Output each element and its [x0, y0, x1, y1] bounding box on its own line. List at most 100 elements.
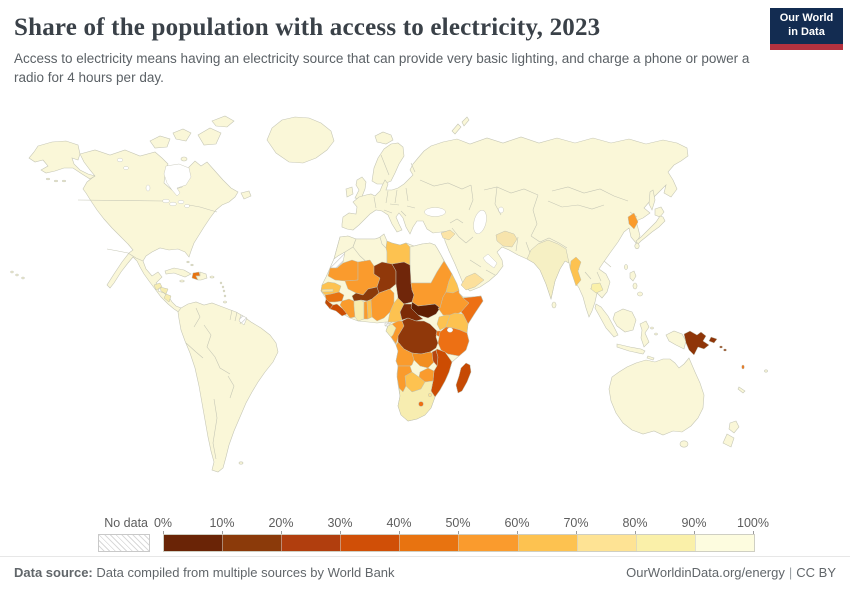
- island-hawaii[interactable]: [10, 270, 14, 274]
- license-link[interactable]: CC BY: [796, 565, 836, 580]
- country-ghana[interactable]: [353, 299, 365, 322]
- island-sulawesi[interactable]: [639, 320, 650, 348]
- country-iceland[interactable]: [374, 131, 394, 145]
- island-timor[interactable]: [646, 355, 655, 361]
- map-legend[interactable]: No data 0% 10% 20% 30% 40% 50% 60% 70% 80% 90% 100…: [0, 511, 850, 555]
- island-west-papua[interactable]: [665, 330, 687, 350]
- legend-bin-swatch[interactable]: [399, 535, 459, 551]
- country-ivory-coast[interactable]: [339, 298, 356, 319]
- country-solomon-islands[interactable]: [723, 348, 727, 352]
- country-central-african-republic[interactable]: [399, 303, 424, 322]
- nz-south-island[interactable]: [722, 433, 735, 448]
- country-lesotho[interactable]: [418, 401, 424, 407]
- island-antilles[interactable]: [221, 285, 225, 289]
- country-ireland[interactable]: [345, 186, 354, 198]
- island-moluccas[interactable]: [650, 326, 654, 330]
- legend-bin-swatch[interactable]: [222, 535, 282, 551]
- island-ellesmere[interactable]: [211, 115, 235, 128]
- region-scandinavia[interactable]: [371, 142, 405, 185]
- owid-url-link[interactable]: OurWorldinData.org/energy: [626, 565, 785, 580]
- island-antilles[interactable]: [219, 281, 223, 285]
- island-philippines[interactable]: [632, 282, 638, 290]
- territory-french-guiana[interactable]: [238, 314, 248, 326]
- country-somalia[interactable]: [460, 295, 484, 325]
- island-antilles[interactable]: [222, 289, 226, 293]
- island-baffin[interactable]: [197, 127, 222, 146]
- island-novaya-zemlya[interactable]: [451, 123, 462, 135]
- island-sumatra[interactable]: [594, 303, 619, 338]
- country-greenland[interactable]: [266, 116, 335, 164]
- island-borneo[interactable]: [612, 308, 637, 333]
- island-java[interactable]: [616, 343, 646, 355]
- country-guatemala[interactable]: [153, 282, 163, 291]
- map-svg[interactable]: [0, 100, 850, 510]
- country-eswatini[interactable]: [428, 393, 432, 397]
- island-honshu[interactable]: [635, 215, 666, 245]
- island-trinidad[interactable]: [223, 300, 227, 304]
- island-kyushu[interactable]: [634, 242, 640, 250]
- legend-bin-swatch[interactable]: [517, 535, 577, 551]
- island-hawaii[interactable]: [15, 273, 19, 277]
- island-sakhalin[interactable]: [648, 189, 656, 211]
- country-myanmar[interactable]: [569, 256, 582, 287]
- country-papua-new-guinea[interactable]: [683, 330, 710, 356]
- country-drc[interactable]: [397, 317, 439, 355]
- country-gambia[interactable]: [321, 288, 334, 293]
- country-alaska[interactable]: [28, 140, 96, 180]
- legend-bin-swatch[interactable]: [340, 535, 400, 551]
- region-north-america[interactable]: [79, 149, 239, 314]
- country-jamaica[interactable]: [179, 279, 185, 283]
- island-falklands[interactable]: [238, 461, 244, 465]
- legend-bin-swatch[interactable]: [635, 535, 695, 551]
- island-novaya-zemlya[interactable]: [461, 116, 470, 127]
- island-moluccas[interactable]: [654, 332, 658, 336]
- island-puerto-rico[interactable]: [209, 275, 215, 279]
- no-data-swatch[interactable]: [98, 534, 150, 552]
- country-syria[interactable]: [440, 229, 456, 241]
- country-nicaragua[interactable]: [163, 293, 172, 303]
- country-dominican-republic[interactable]: [195, 271, 208, 281]
- region-eurasia[interactable]: [341, 136, 689, 318]
- legend-bin-swatch[interactable]: [458, 535, 518, 551]
- legend-bin-swatch[interactable]: [576, 535, 636, 551]
- country-vanuatu[interactable]: [741, 364, 745, 370]
- legend-bin-swatch[interactable]: [164, 535, 223, 551]
- country-afghanistan[interactable]: [495, 230, 518, 248]
- island-new-caledonia[interactable]: [737, 386, 746, 394]
- island-sri-lanka[interactable]: [551, 301, 557, 309]
- island-banks[interactable]: [172, 128, 192, 142]
- island-philippines[interactable]: [637, 291, 643, 297]
- country-liberia[interactable]: [329, 303, 348, 317]
- owid-logo[interactable]: Our World in Data: [770, 8, 843, 50]
- legend-bin-swatch[interactable]: [694, 535, 754, 551]
- island-southampton[interactable]: [180, 156, 188, 162]
- island-tasmania[interactable]: [679, 440, 689, 448]
- country-cuba[interactable]: [164, 267, 192, 278]
- island-hawaii[interactable]: [21, 276, 25, 280]
- country-cambodia[interactable]: [590, 282, 604, 294]
- country-south-africa[interactable]: [397, 380, 436, 422]
- country-australia[interactable]: [608, 357, 705, 436]
- country-congo[interactable]: [390, 320, 405, 345]
- country-madagascar[interactable]: [455, 362, 472, 394]
- country-north-korea[interactable]: [627, 212, 639, 230]
- country-yemen[interactable]: [460, 272, 485, 291]
- aleutian-island[interactable]: [54, 179, 58, 183]
- island-newfoundland[interactable]: [240, 190, 252, 200]
- island-taiwan[interactable]: [624, 264, 628, 270]
- island-hokkaido[interactable]: [654, 206, 665, 218]
- aleutian-island[interactable]: [62, 179, 66, 183]
- island-fiji[interactable]: [764, 369, 768, 373]
- legend-color-bar[interactable]: [163, 534, 755, 552]
- country-india[interactable]: [526, 239, 570, 300]
- island-victoria[interactable]: [149, 135, 171, 149]
- island-antilles[interactable]: [223, 294, 227, 298]
- legend-bin-swatch[interactable]: [281, 535, 341, 551]
- world-choropleth-map[interactable]: [0, 100, 850, 510]
- island-bahamas[interactable]: [186, 260, 190, 264]
- island-new-britain[interactable]: [708, 336, 718, 344]
- region-south-america[interactable]: [177, 301, 279, 473]
- island-philippines[interactable]: [629, 270, 637, 282]
- nz-north-island[interactable]: [728, 420, 740, 434]
- island-bahamas[interactable]: [190, 263, 194, 267]
